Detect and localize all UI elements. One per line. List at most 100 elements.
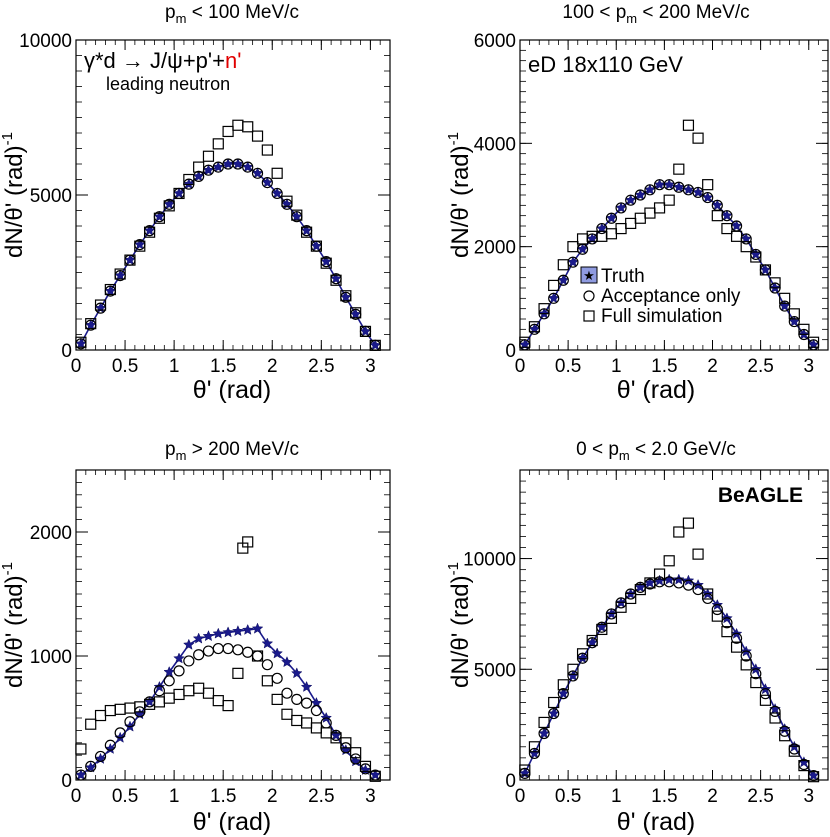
legend-acceptance-label: Acceptance only: [601, 286, 741, 307]
fullsim-point: [779, 730, 791, 742]
x-tick-label: 1.5: [210, 786, 236, 807]
truth-point: [721, 209, 733, 221]
fullsim-point: [673, 526, 685, 538]
fullsim-point: [75, 336, 87, 348]
truth-point: [576, 243, 589, 255]
truth-point: [547, 707, 560, 719]
fullsim-point: [193, 682, 205, 694]
acceptance-point: [183, 655, 195, 667]
acceptance-point: [261, 659, 273, 671]
fullsim-point: [212, 695, 224, 707]
truth-point: [730, 219, 743, 231]
x-tick-label: 2.5: [308, 786, 334, 807]
acceptance-point: [548, 707, 560, 720]
fullsim-point: [702, 179, 714, 191]
fullsim-point: [788, 745, 800, 757]
panel-title: pm < 100 MeV/c: [165, 2, 299, 26]
y-tick-label: 0: [505, 771, 516, 792]
truth-point: [769, 702, 781, 715]
truth-point: [330, 729, 342, 741]
fullsim-point: [153, 696, 166, 708]
panel-pm-gt-200: pm > 200 MeV/c 0 0.5 1 1.5 2 2.5 3 0 1000 2000 θ'…: [0, 439, 391, 836]
acceptance-point: [740, 650, 752, 662]
fullsim-point: [730, 230, 743, 242]
truth-line: [80, 627, 376, 776]
fullsim-point: [711, 210, 723, 222]
acceptance-point: [310, 704, 323, 717]
truth-point: [682, 183, 695, 195]
truth-point: [241, 623, 254, 635]
series-full-simulation: [519, 119, 820, 348]
truth-point: [711, 199, 724, 211]
y-tick-label: 6000: [474, 31, 516, 52]
fullsim-point: [548, 279, 560, 292]
truth-point: [153, 210, 166, 222]
acceptance-point: [291, 693, 303, 706]
truth-point: [701, 191, 714, 203]
fullsim-point: [807, 336, 820, 348]
truth-point: [310, 239, 323, 252]
fullsim-point: [528, 741, 541, 753]
truth-point: [349, 308, 362, 320]
fullsim-point: [730, 641, 743, 653]
x-tick-label: 2: [707, 356, 718, 377]
plot-frame: 0 0.5 1 1.5 2 2.5 3 0 5000 10000: [463, 469, 829, 807]
x-tick-label: 2.5: [747, 356, 773, 377]
fullsim-point: [605, 612, 618, 624]
truth-point: [173, 652, 185, 664]
fullsim-point: [310, 722, 323, 734]
y-axis-label: dN/θ' (rad)-1: [0, 562, 28, 688]
x-tick-label: 3: [803, 786, 814, 807]
fullsim-point: [193, 161, 205, 173]
truth-point: [251, 167, 264, 179]
fullsim-point: [740, 659, 752, 671]
fullsim-point: [242, 536, 254, 548]
fullsim-point: [750, 251, 762, 263]
truth-point: [75, 337, 87, 349]
truth-point: [232, 157, 244, 169]
fullsim-point: [271, 693, 283, 706]
x-tick-label: 1: [169, 786, 180, 807]
fullsim-point: [576, 648, 589, 660]
acceptance-point: [232, 644, 244, 656]
legend: ★ Truth Acceptance only Full simulation: [580, 266, 741, 327]
truth-point: [192, 632, 205, 644]
fullsim-point: [596, 623, 608, 636]
fullsim-point: [320, 257, 332, 269]
fullsim-point: [692, 132, 704, 144]
acceptance-point: [251, 167, 264, 179]
truth-point: [330, 272, 342, 284]
fullsim-point: [114, 268, 126, 280]
truth-point: [261, 637, 274, 649]
fullsim-point: [183, 685, 195, 697]
panel-title: pm > 200 MeV/c: [165, 439, 299, 463]
acceptance-point: [114, 727, 126, 739]
fullsim-point: [232, 119, 244, 131]
truth-point: [644, 183, 656, 195]
y-tick-label: 4000: [474, 134, 516, 155]
fullsim-point: [271, 167, 283, 179]
fullsim-point: [769, 712, 781, 724]
series-truth: [518, 573, 820, 781]
acceptance-point: [261, 177, 273, 189]
fullsim-point: [183, 173, 195, 186]
fullsim-point: [759, 694, 772, 706]
truth-point: [369, 768, 382, 781]
series-full-simulation: [75, 536, 381, 782]
truth-point: [300, 224, 313, 236]
fullsim-point: [615, 222, 627, 235]
panel-pm-lt-100: pm < 100 MeV/c 0 0.5 1 1.5 2 2.5 3 0 5000 10000 θ…: [0, 2, 391, 404]
fullsim-point: [104, 283, 116, 296]
truth-point: [202, 630, 215, 642]
series-acceptance-only: [519, 576, 820, 782]
fullsim-point: [644, 207, 656, 219]
x-tick-label: 0: [71, 786, 82, 807]
plot-frame: 0 0.5 1 1.5 2 2.5 3 0 1000 2000: [30, 469, 391, 807]
truth-point: [290, 667, 303, 679]
fullsim-point: [682, 517, 695, 529]
x-tick-label: 0: [515, 786, 526, 807]
fullsim-point: [528, 321, 541, 333]
fullsim-point: [85, 718, 97, 730]
x-tick-label: 3: [365, 356, 376, 377]
